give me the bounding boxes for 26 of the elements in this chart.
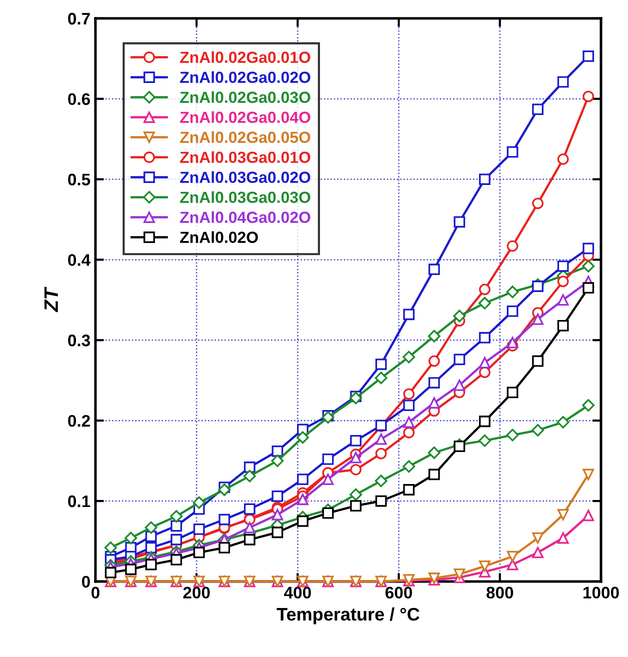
legend-label: ZnAl0.03Ga0.02O bbox=[180, 171, 310, 184]
y-tick-label: 0.5 bbox=[68, 174, 90, 186]
legend-label: ZnAl0.04Ga0.02O bbox=[180, 211, 310, 223]
legend-label: ZnAl0.03Ga0.03O bbox=[180, 191, 310, 204]
legend-label: ZnAl0.02O bbox=[180, 231, 258, 243]
y-axis-title: ZT bbox=[44, 286, 58, 312]
legend-label: ZnAl0.02Ga0.01O bbox=[180, 51, 310, 63]
x-tick-label: 200 bbox=[183, 586, 210, 599]
y-tick-label: 0.7 bbox=[68, 12, 90, 25]
legend-label: ZnAl0.02Ga0.02O bbox=[180, 71, 310, 83]
x-tick-label: 600 bbox=[385, 586, 412, 599]
legend-label: ZnAl0.03Ga0.01O bbox=[180, 151, 310, 164]
y-tick-label: 0.3 bbox=[68, 334, 90, 346]
x-tick-label: 1000 bbox=[584, 586, 619, 599]
y-tick-label: 0.6 bbox=[68, 93, 90, 106]
x-tick-label: 0 bbox=[91, 586, 100, 599]
y-tick-label: 0 bbox=[82, 576, 90, 588]
y-tick-label: 0.1 bbox=[68, 495, 90, 508]
x-axis-title: Temperature / °C bbox=[276, 607, 420, 624]
y-tick-label: 0.4 bbox=[68, 254, 91, 266]
x-tick-label: 400 bbox=[284, 586, 311, 599]
y-tick-label: 0.2 bbox=[68, 414, 90, 427]
legend-label: ZnAl0.02Ga0.05O bbox=[180, 131, 310, 143]
legend-label: ZnAl0.02Ga0.04O bbox=[180, 111, 310, 123]
x-tick-label: 800 bbox=[486, 586, 514, 599]
legend-label: ZnAl0.02Ga0.03O bbox=[180, 91, 310, 104]
